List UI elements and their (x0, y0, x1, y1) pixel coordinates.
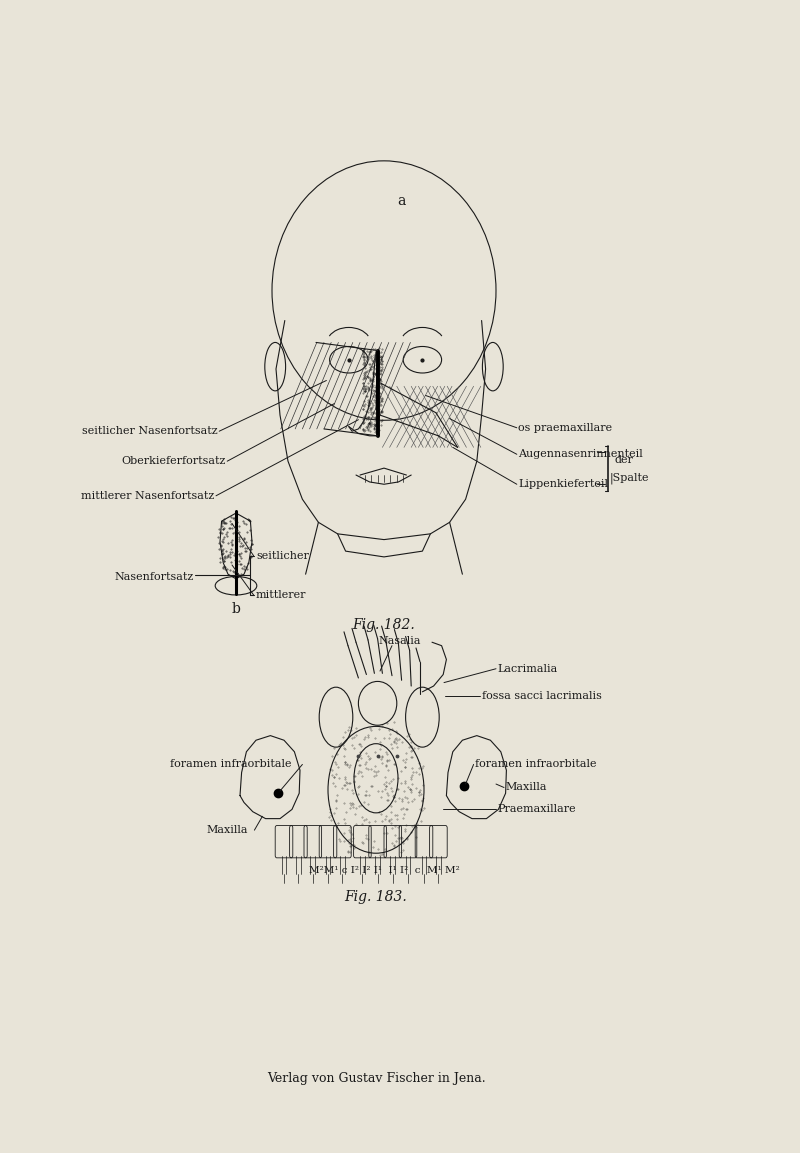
Text: Maxilla: Maxilla (506, 783, 547, 792)
Text: Nasalia: Nasalia (378, 635, 422, 646)
Text: Lacrimalia: Lacrimalia (498, 664, 558, 673)
Text: M²M¹ c I² I² I¹  I¹ I²  c  M¹ M²: M²M¹ c I² I² I¹ I¹ I² c M¹ M² (309, 866, 459, 875)
Text: b: b (231, 602, 241, 616)
Text: Praemaxillare: Praemaxillare (498, 805, 576, 814)
Text: mittlerer: mittlerer (256, 590, 306, 600)
Text: foramen infraorbitale: foramen infraorbitale (475, 760, 597, 769)
Text: foramen infraorbitale: foramen infraorbitale (170, 760, 291, 769)
Text: Fig. 183.: Fig. 183. (345, 890, 407, 904)
Text: Fig. 182.: Fig. 182. (353, 618, 415, 632)
Text: seitlicher: seitlicher (256, 551, 309, 560)
Text: Verlag von Gustav Fischer in Jena.: Verlag von Gustav Fischer in Jena. (266, 1071, 486, 1085)
Text: seitlicher Nasenfortsatz: seitlicher Nasenfortsatz (82, 427, 218, 436)
Text: der: der (614, 455, 634, 465)
Text: os praemaxillare: os praemaxillare (518, 423, 613, 432)
Text: Augennasenrinnenteil: Augennasenrinnenteil (518, 450, 643, 459)
Text: mittlerer Nasenfortsatz: mittlerer Nasenfortsatz (81, 491, 214, 500)
Text: a: a (398, 194, 406, 208)
Text: Nasenfortsatz: Nasenfortsatz (114, 572, 194, 581)
Text: Maxilla: Maxilla (206, 826, 248, 835)
Text: fossa sacci lacrimalis: fossa sacci lacrimalis (482, 692, 602, 701)
Text: Lippenkieferteil: Lippenkieferteil (518, 480, 608, 489)
Text: Oberkieferfortsatz: Oberkieferfortsatz (122, 457, 226, 466)
Text: |Spalte: |Spalte (610, 473, 649, 484)
